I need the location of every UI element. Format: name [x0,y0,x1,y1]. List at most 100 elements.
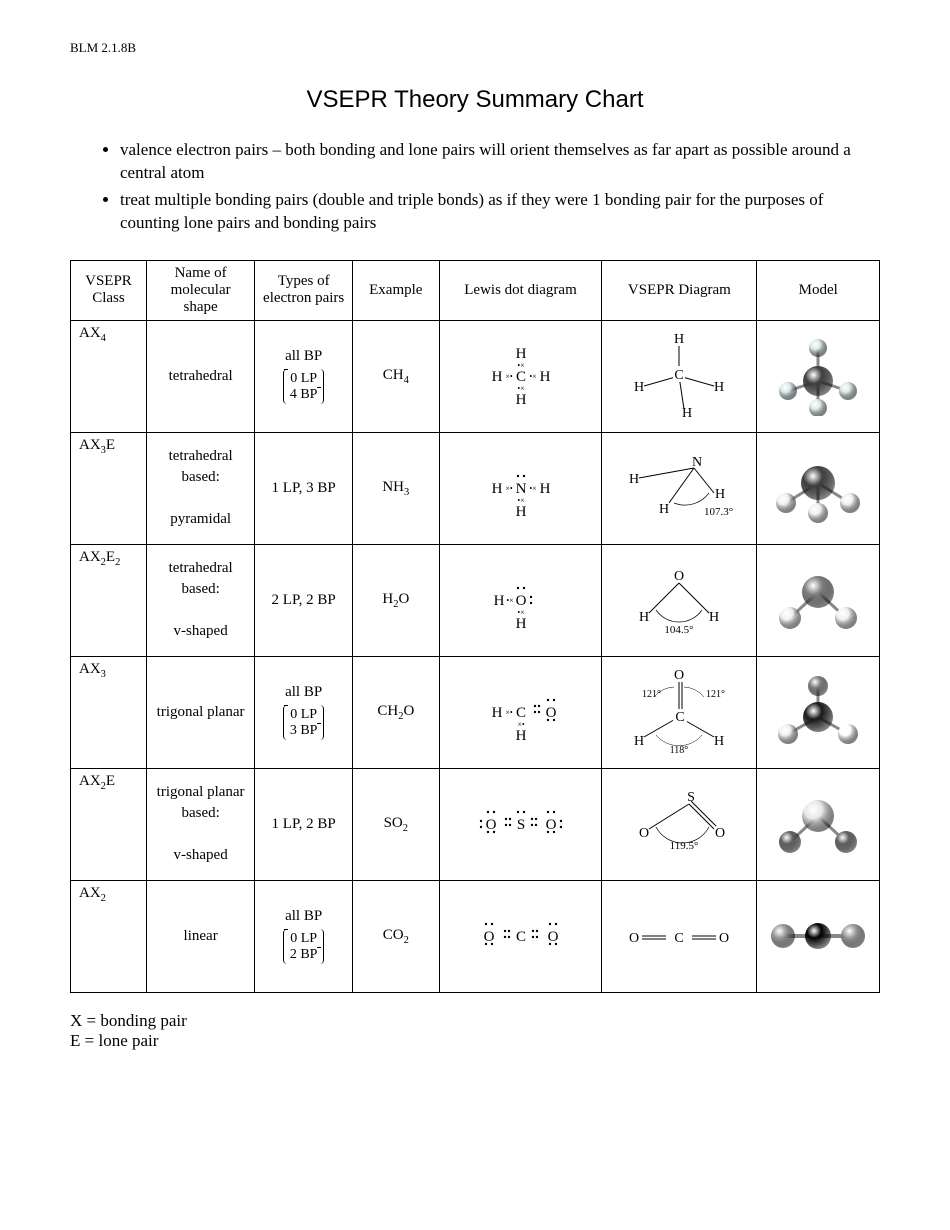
svg-text:O: O [547,929,558,945]
svg-text:H: H [515,392,526,408]
legend: X = bonding pair E = lone pair [70,1011,880,1051]
model-cell [757,656,880,768]
lewis-cell: CHHO×•×• [439,656,602,768]
svg-text:×•: ×• [505,484,513,493]
svg-text:104.5°: 104.5° [665,624,694,636]
svg-text:H: H [515,504,526,520]
lewis-cell: OHH•×•× [439,544,602,656]
svg-text:107.3°: 107.3° [704,506,733,518]
svg-text:121°: 121° [642,689,661,700]
svg-text:121°: 121° [706,689,725,700]
svg-text:N: N [692,455,702,470]
pairs-cell: all BP0 LP4 BP [255,320,353,432]
svg-text:•×: •× [506,596,513,605]
svg-text:O: O [639,826,649,841]
vsepr-class-cell: AX2 [71,880,147,992]
diagram-cell: SOO119.5° [602,768,757,880]
bracket-icon: 0 LP4 BP [283,369,325,404]
svg-text:H: H [491,705,502,721]
pairs-cell: 1 LP, 3 BP [255,432,353,544]
vsepr-class-cell: AX4 [71,320,147,432]
svg-text:H: H [714,380,724,395]
legend-line: E = lone pair [70,1031,880,1051]
svg-text:C: C [676,710,685,725]
pairs-cell: 1 LP, 2 BP [255,768,353,880]
col-header: VSEPR Class [71,260,147,320]
col-header: Types of electron pairs [255,260,353,320]
svg-text:O: O [545,817,556,833]
model-cell [757,544,880,656]
svg-text:H: H [491,481,502,497]
svg-text:C: C [516,929,526,945]
svg-text:118°: 118° [670,745,689,756]
svg-text:×•: ×• [505,708,513,717]
diagram-cell: OHH104.5° [602,544,757,656]
bracket-icon: 0 LP2 BP [283,929,325,964]
shape-cell: tetrahedral based:pyramidal [146,432,254,544]
svg-text:H: H [515,346,526,362]
svg-text:N: N [515,481,526,497]
model-cell [757,320,880,432]
table-row: AX2E2 tetrahedral based:v-shaped 2 LP, 2… [71,544,880,656]
svg-text:S: S [516,817,524,833]
svg-text:•×: •× [529,484,536,493]
col-header: VSEPR Diagram [602,260,757,320]
svg-text:H: H [709,610,719,625]
svg-text:H: H [682,406,692,421]
svg-text:O: O [629,931,639,946]
note-item: valence electron pairs – both bonding an… [120,139,880,185]
svg-text:S: S [687,790,695,805]
pairs-cell: 2 LP, 2 BP [255,544,353,656]
page-title: VSEPR Theory Summary Chart [70,86,880,114]
vsepr-class-cell: AX2E [71,768,147,880]
pairs-label: all BP [261,684,346,701]
notes-list: valence electron pairs – both bonding an… [100,139,880,235]
example-cell: NH3 [352,432,439,544]
header-code: BLM 2.1.8B [70,40,880,56]
svg-text:H: H [515,616,526,632]
diagram-cell: HHHHCC [602,320,757,432]
legend-line: X = bonding pair [70,1011,880,1031]
lewis-cell: CHHHH•×•××••× [439,320,602,432]
table-header-row: VSEPR Class Name of molecular shape Type… [71,260,880,320]
model-cell [757,880,880,992]
bracket-icon: 0 LP3 BP [283,705,325,740]
lewis-cell: COO [439,880,602,992]
svg-text:H: H [515,728,526,744]
svg-text:H: H [491,369,502,385]
col-header: Lewis dot diagram [439,260,602,320]
table-row: AX2 linear all BP0 LP2 BP CO2 COO OCO [71,880,880,992]
svg-text:H: H [714,734,724,749]
table-row: AX3 trigonal planar all BP0 LP3 BP CH2O … [71,656,880,768]
shape-cell: trigonal planar [146,656,254,768]
col-header: Name of molecular shape [146,260,254,320]
vsepr-class-cell: AX3 [71,656,147,768]
svg-text:•×: •× [517,496,524,505]
pairs-label: all BP [261,908,346,925]
note-item: treat multiple bonding pairs (double and… [120,189,880,235]
pairs-label: 2 LP, 2 BP [261,592,346,609]
svg-text:•×: •× [517,384,524,393]
svg-text:H: H [539,369,550,385]
example-cell: H2O [352,544,439,656]
svg-text:119.5°: 119.5° [670,840,699,852]
svg-text:×•: ×• [517,720,525,729]
shape-cell: trigonal planar based:v-shaped [146,768,254,880]
table-row: AX3E tetrahedral based:pyramidal 1 LP, 3… [71,432,880,544]
svg-text:H: H [659,502,669,517]
example-cell: CH2O [352,656,439,768]
col-header: Example [352,260,439,320]
svg-text:H: H [493,593,504,609]
svg-text:H: H [674,332,684,347]
example-cell: CO2 [352,880,439,992]
vsepr-class-cell: AX2E2 [71,544,147,656]
model-cell [757,768,880,880]
vsepr-table: VSEPR Class Name of molecular shape Type… [70,260,880,993]
diagram-cell: OCO [602,880,757,992]
pairs-cell: all BP 0 LP2 BP [255,880,353,992]
svg-text:O: O [515,593,526,609]
diagram-cell: OHHC121°121°118° [602,656,757,768]
pairs-cell: all BP 0 LP3 BP [255,656,353,768]
svg-text:C: C [516,369,526,385]
svg-text:O: O [674,668,684,683]
